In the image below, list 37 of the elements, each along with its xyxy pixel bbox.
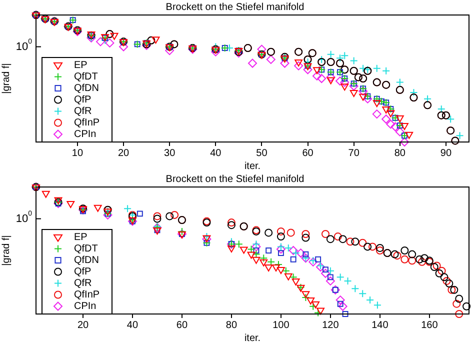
x-tick-label: 90 <box>440 148 452 159</box>
x-tick-label: 20 <box>118 148 130 159</box>
chart-title: Brockett on the Stiefel manifold <box>166 174 304 185</box>
legend-label: QfP <box>74 94 92 106</box>
x-tick-label: 20 <box>77 320 90 331</box>
legend-label: QfDT <box>74 72 98 82</box>
x-tick-label: 70 <box>348 148 360 159</box>
x-tick-label: 40 <box>210 148 222 159</box>
legend-label: EP <box>74 232 88 243</box>
chart-title: Brockett on the Stiefel manifold <box>166 2 304 13</box>
legend-label: QfR <box>74 278 92 289</box>
legend-label: QfDN <box>74 255 99 266</box>
x-tick-label: 80 <box>394 148 406 159</box>
legend-label: QfInP <box>74 118 100 128</box>
x-tick-label: 60 <box>302 148 314 159</box>
x-tick-label: 120 <box>322 320 340 331</box>
x-tick-label: 100 <box>272 320 290 331</box>
x-tick-label: 60 <box>176 320 188 331</box>
x-tick-label: 140 <box>372 320 389 331</box>
x-tick-label: 10 <box>72 148 84 159</box>
legend-label: QfInP <box>74 290 100 300</box>
x-tick-label: 50 <box>256 148 268 159</box>
y-axis-title: |grad f| <box>0 63 12 94</box>
x-tick-label: 80 <box>226 320 238 331</box>
legend-label: EP <box>74 60 88 71</box>
legend-label: QfDN <box>74 83 99 94</box>
legend-label: QfDT <box>74 244 98 254</box>
legend-label: QfP <box>74 266 92 278</box>
x-axis-title: iter. <box>244 332 261 344</box>
x-axis-title: iter. <box>244 160 261 172</box>
legend-label: CPIn <box>74 129 96 140</box>
x-tick-label: 30 <box>164 148 176 159</box>
x-tick-label: 160 <box>421 320 438 331</box>
y-axis-title: |grad f| <box>0 235 12 266</box>
legend-label: QfR <box>74 106 92 117</box>
x-tick-label: 40 <box>126 320 138 331</box>
legend-label: CPIn <box>74 301 96 312</box>
